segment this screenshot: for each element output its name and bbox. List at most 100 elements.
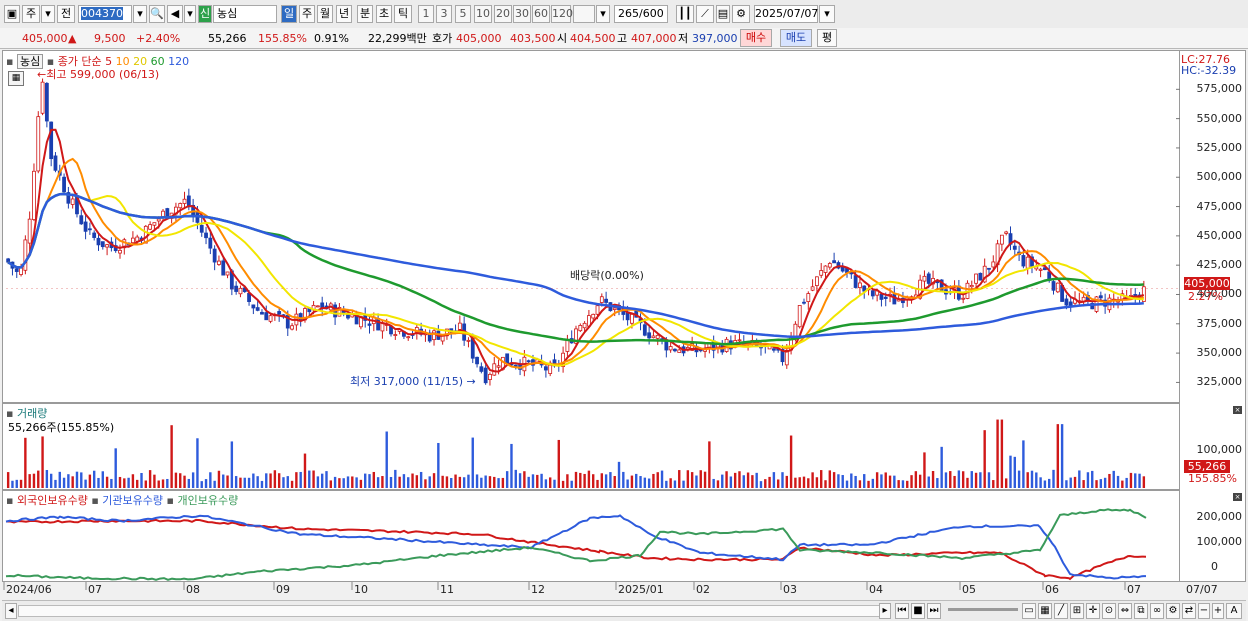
x-axis-label: 2024/06	[6, 583, 52, 596]
zoom-out-icon[interactable]: ▭	[1022, 603, 1036, 619]
volume-bar	[282, 477, 285, 488]
interval-60[interactable]: 60	[532, 5, 550, 23]
crosshair-icon[interactable]: ✛	[1086, 603, 1100, 619]
font-size-icon[interactable]: A	[1226, 603, 1242, 619]
sell-button[interactable]: 매도	[780, 29, 812, 47]
volume-bar	[505, 471, 509, 488]
volume-bar	[441, 475, 444, 488]
interval-custom-field[interactable]	[573, 5, 595, 23]
period-minute[interactable]: 분	[357, 5, 373, 23]
zoom-minus-icon[interactable]: −	[1198, 603, 1210, 619]
open-label: 시	[557, 32, 568, 45]
draw-tools-icon[interactable]: ⟋	[696, 5, 714, 23]
gear-icon[interactable]: ⚙	[732, 5, 750, 23]
volume-bar	[454, 474, 457, 488]
ma-120: 120	[168, 55, 190, 68]
zoom-slider[interactable]	[948, 608, 1018, 611]
count-field[interactable]: 265/600	[614, 5, 668, 23]
candle-type-icon[interactable]: ┃┃	[676, 5, 694, 23]
window-menu-icon[interactable]: ▣	[4, 5, 20, 23]
volume-bar	[863, 474, 866, 488]
stock-name-legend: 농심	[16, 54, 44, 69]
magnet-icon[interactable]: ⊙	[1102, 603, 1116, 619]
period-day[interactable]: 일	[281, 5, 297, 23]
candle-body	[642, 324, 647, 336]
volume-bar	[944, 472, 948, 488]
interval-20[interactable]: 20	[494, 5, 512, 23]
search-icon[interactable]: 🔍	[149, 5, 165, 23]
link-icon[interactable]: ∞	[1150, 603, 1164, 619]
candle-body	[858, 282, 862, 288]
date-field[interactable]: 2025/07/07	[754, 5, 818, 23]
type-select[interactable]: 주	[22, 5, 40, 23]
candle-body	[1141, 286, 1146, 302]
stock-name-field[interactable]: 농심	[213, 5, 277, 23]
candle-body	[483, 367, 488, 384]
sound-icon[interactable]: ◀	[167, 5, 183, 23]
volume-bar	[1009, 455, 1012, 488]
interval-10[interactable]: 10	[474, 5, 492, 23]
last-icon[interactable]: ⏭	[927, 603, 941, 619]
holding-panel-close-icon[interactable]: ×	[1233, 493, 1242, 501]
candle-body	[737, 339, 742, 342]
volume-bar	[1116, 475, 1120, 488]
candle-body	[987, 267, 991, 270]
scroll-left-icon[interactable]: ◂	[5, 603, 17, 619]
period-month[interactable]: 월	[317, 5, 333, 23]
period-week[interactable]: 주	[299, 5, 315, 23]
x-axis-label: 09	[276, 583, 290, 596]
volume-panel-close-icon[interactable]: ×	[1233, 406, 1242, 414]
first-icon[interactable]: ⏮	[895, 603, 909, 619]
volume-bar	[308, 470, 311, 488]
type-dropdown-icon[interactable]: ▾	[41, 5, 55, 23]
volume-bar	[385, 431, 388, 488]
settings-icon[interactable]: ⚙	[1166, 603, 1180, 619]
high-label: 고	[617, 32, 628, 45]
period-year[interactable]: 년	[336, 5, 352, 23]
eval-button[interactable]: 평	[817, 29, 837, 47]
ma-5: 5	[105, 55, 113, 68]
interval-30[interactable]: 30	[513, 5, 531, 23]
interval-1[interactable]: 1	[418, 5, 434, 23]
candle-body	[802, 301, 806, 304]
stop-icon[interactable]: ■	[911, 603, 925, 619]
save-icon[interactable]: ▤	[716, 5, 730, 23]
collapse-icon[interactable]: ⇄	[1182, 603, 1196, 619]
volume-bar	[759, 481, 763, 488]
scroll-right-icon[interactable]: ▸	[879, 603, 891, 619]
prev-button[interactable]: 전	[57, 5, 75, 23]
volume-bar	[329, 480, 332, 488]
sound-dropdown-icon[interactable]: ▾	[184, 5, 196, 23]
line-tool-icon[interactable]: ╱	[1054, 603, 1068, 619]
chart-type-icon[interactable]: ▦	[1038, 603, 1052, 619]
interval-5[interactable]: 5	[455, 5, 471, 23]
scrollbar-track[interactable]	[18, 605, 880, 617]
fit-icon[interactable]: ⇔	[1118, 603, 1132, 619]
volume-bar	[1043, 480, 1047, 488]
period-tick[interactable]: 틱	[394, 5, 412, 23]
grid-icon[interactable]: ⊞	[1070, 603, 1084, 619]
interval-120[interactable]: 120	[551, 5, 573, 23]
candle-body	[264, 312, 269, 321]
volume-bar	[871, 478, 875, 488]
zoom-plus-icon[interactable]: +	[1212, 603, 1224, 619]
interval-3[interactable]: 3	[436, 5, 452, 23]
volume-bar	[157, 480, 160, 488]
candle-body	[853, 275, 858, 288]
volume-bar	[1138, 473, 1141, 488]
price-chart-panel[interactable]	[2, 50, 1180, 403]
holding-chart-panel[interactable]	[2, 490, 1180, 582]
calculator-icon[interactable]: ▦	[8, 71, 24, 86]
code-dropdown-icon[interactable]: ▾	[133, 5, 147, 23]
ask-label: 호가	[432, 32, 453, 45]
copy-icon[interactable]: ⧉	[1134, 603, 1148, 619]
volume-bar	[428, 476, 431, 488]
volume-bar	[480, 477, 483, 488]
date-dropdown-icon[interactable]: ▾	[819, 5, 835, 23]
candle-body	[1021, 255, 1026, 267]
stock-code-input[interactable]: 004370	[78, 5, 132, 23]
retail-holding-line	[5, 508, 1147, 581]
interval-dropdown-icon[interactable]: ▾	[596, 5, 610, 23]
period-second[interactable]: 초	[376, 5, 392, 23]
buy-button[interactable]: 매수	[740, 29, 772, 47]
